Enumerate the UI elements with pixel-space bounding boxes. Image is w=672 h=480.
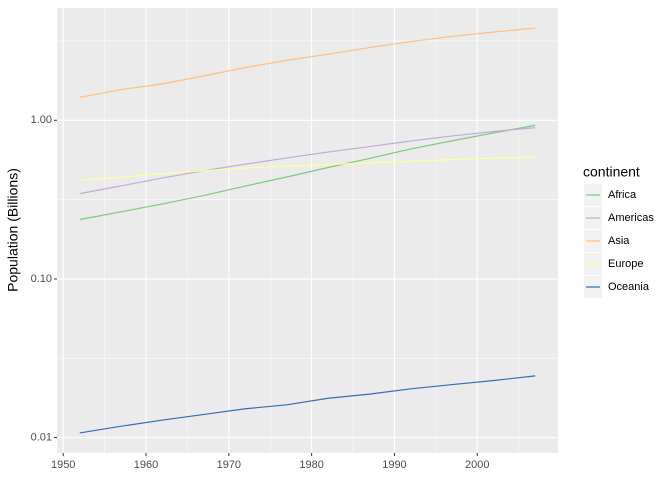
legend-label: Africa <box>608 189 637 201</box>
legend-title: continent <box>583 164 640 180</box>
x-tick-label: 1950 <box>51 459 75 471</box>
grid <box>57 8 558 453</box>
legend-label: Europe <box>608 258 643 270</box>
legend-label: Asia <box>608 235 630 247</box>
line <box>79 156 536 181</box>
x-tick-label: 1990 <box>382 459 406 471</box>
x-tick-label: 1960 <box>134 459 158 471</box>
legend-label: Americas <box>608 212 654 224</box>
x-tick-label: 1980 <box>299 459 323 471</box>
line <box>79 127 536 195</box>
y-axis-label: Population (Billions) <box>5 168 21 292</box>
y-tick-label: 1.00 <box>31 114 52 126</box>
x-tick-label: 1970 <box>217 459 241 471</box>
panel <box>57 8 558 453</box>
y-tick-label: 0.01 <box>31 432 52 444</box>
line <box>79 124 536 221</box>
x-tick-label: 2000 <box>465 459 489 471</box>
line <box>79 27 536 98</box>
legend: Africa Americas Asia Europe Oceania <box>584 184 654 298</box>
legend-label: Oceania <box>608 281 650 293</box>
y-tick-label: 0.10 <box>31 273 52 285</box>
lines <box>79 27 536 434</box>
line <box>79 375 536 434</box>
